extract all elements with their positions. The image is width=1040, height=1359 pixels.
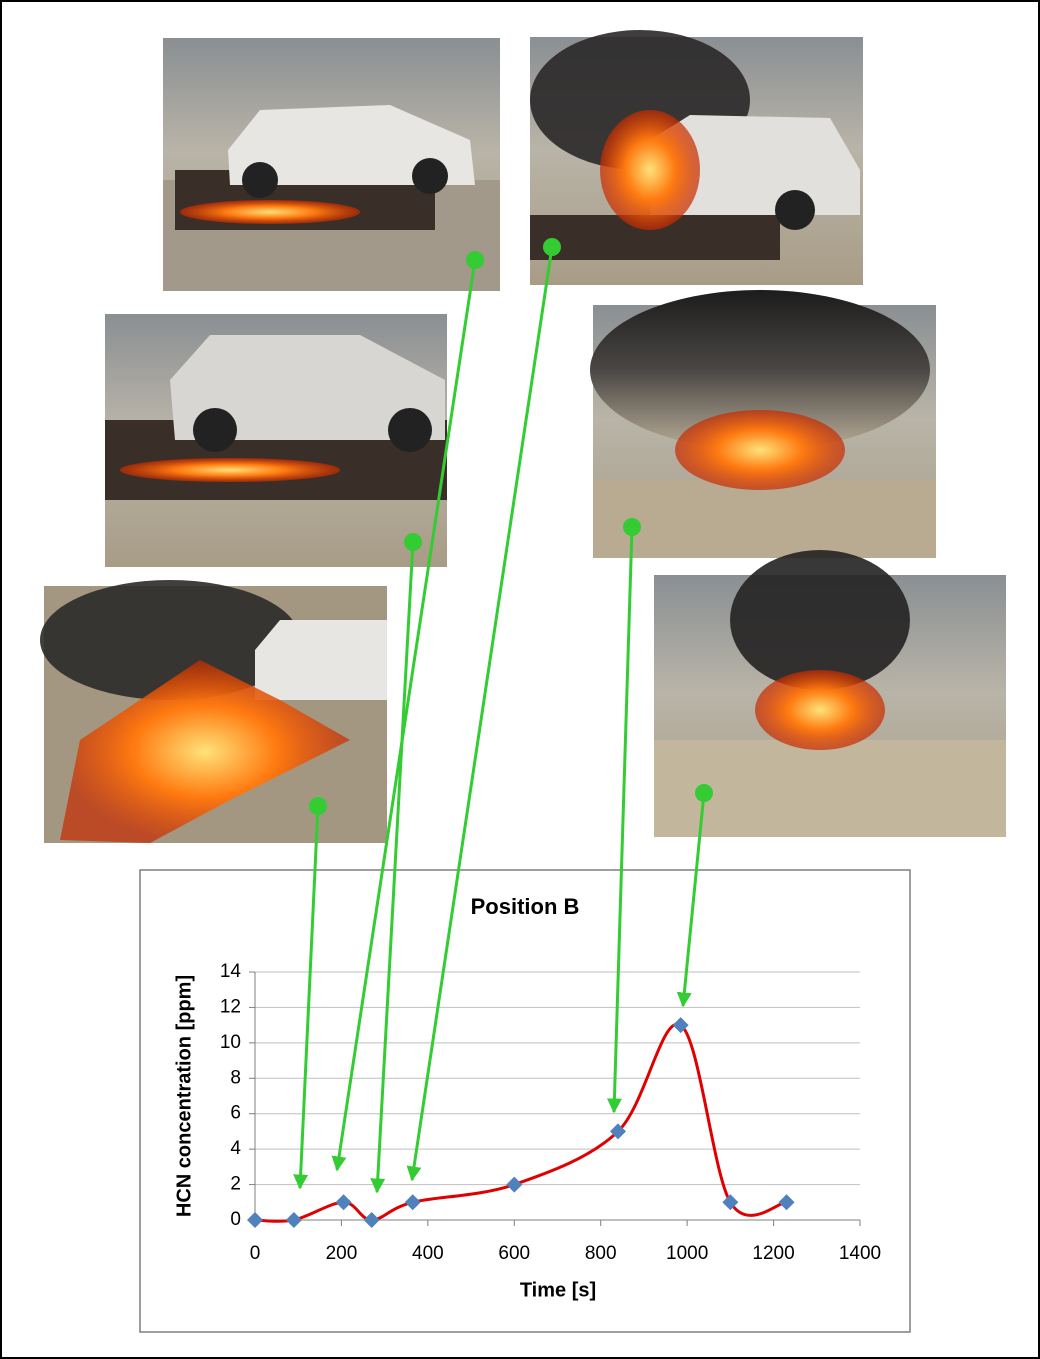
y-tick-label: 12 [220,996,241,1017]
y-tick-label: 8 [230,1067,241,1088]
photo [590,290,936,558]
y-axis-label: HCN concentration [ppm] [173,975,195,1217]
x-tick-label: 1400 [839,1243,881,1264]
x-tick-label: 1200 [752,1243,794,1264]
y-tick-label: 0 [230,1209,241,1230]
y-tick-label: 6 [230,1103,241,1124]
photo [40,580,387,843]
figure: Position B Time [s] HCN concentration [p… [0,0,1040,1359]
y-tick-label: 2 [230,1174,241,1195]
x-axis-label: Time [s] [520,1279,596,1301]
x-tick-label: 800 [585,1243,617,1264]
photo [105,314,447,567]
photo [530,30,863,285]
photo [163,38,500,291]
y-tick-label: 10 [220,1032,241,1053]
x-tick-label: 1000 [666,1243,708,1264]
x-tick-label: 400 [412,1243,444,1264]
y-tick-label: 14 [220,961,242,982]
x-tick-label: 0 [250,1243,261,1264]
y-tick-label: 4 [230,1138,241,1159]
x-tick-label: 600 [498,1243,530,1264]
x-tick-label: 200 [326,1243,358,1264]
chart-title: Position B [471,894,580,919]
